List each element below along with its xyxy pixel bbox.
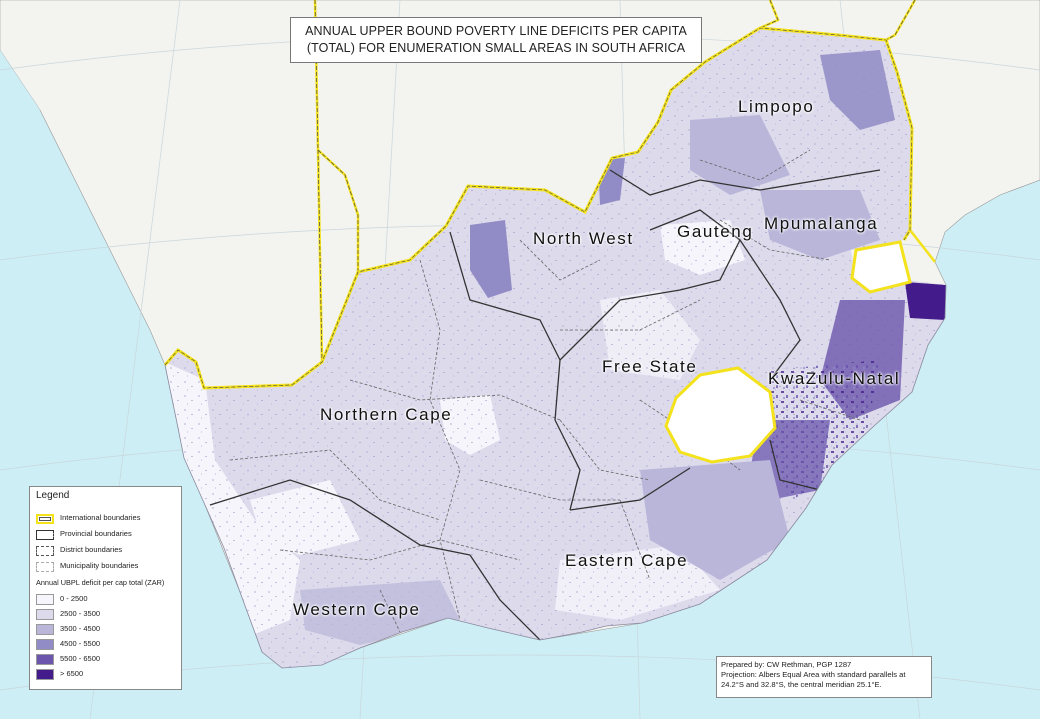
legend-row-district: District boundaries xyxy=(36,544,180,558)
legend-class-swatch xyxy=(36,624,54,635)
legend-row-provincial: Provincial boundaries xyxy=(36,528,180,542)
boundary-eastern-cape-free-state xyxy=(569,467,691,511)
province-label-limpopo: Limpopo xyxy=(738,97,815,116)
legend-label-international: International boundaries xyxy=(60,513,141,522)
legend-class-label: 2500 - 3500 xyxy=(60,609,101,618)
district-boundary-symbol xyxy=(36,546,54,556)
lesotho xyxy=(664,366,777,464)
provincial-boundaries xyxy=(209,169,881,641)
legend-class-row: > 6500 xyxy=(36,668,180,682)
province-label-kwazulu-natal: KwaZulu-Natal xyxy=(768,369,901,388)
boundary-north-west-free-state xyxy=(559,289,681,361)
international-boundary-symbol xyxy=(36,514,54,524)
legend-class-row: 4500 - 5500 xyxy=(36,638,180,652)
legend-class-label: 3500 - 4500 xyxy=(60,624,101,633)
map-title: ANNUAL UPPER BOUND POVERTY LINE DEFICITS… xyxy=(290,17,702,63)
legend-class-label: 0 - 2500 xyxy=(60,594,88,603)
province-label-free-state: Free State xyxy=(602,357,698,376)
legend-class-swatch xyxy=(36,639,54,650)
legend-class-row: 3500 - 4500 xyxy=(36,623,180,637)
south-africa-coastline xyxy=(164,284,947,669)
province-label-mpumalanga: Mpumalanga xyxy=(764,214,879,233)
region-limpopo-high xyxy=(820,50,895,130)
credits-parallels: 24.2°S and 32.8°S, the central meridian … xyxy=(721,680,882,689)
boundary-mpumalanga-free-state-kzn xyxy=(739,239,801,381)
south-africa-boundary-inner xyxy=(164,27,913,389)
legend-class-swatch xyxy=(36,669,54,680)
province-label-eastern-cape: Eastern Cape xyxy=(565,551,689,570)
region-eastern-cape-mid xyxy=(640,460,790,580)
boundary-kzn-eastern-cape xyxy=(769,439,821,491)
legend-class-label: > 6500 xyxy=(60,669,84,678)
province-label-northern-cape: Northern Cape xyxy=(320,405,453,424)
legend-label-municipality: Municipality boundaries xyxy=(60,561,139,570)
provincial-boundary-symbol xyxy=(36,530,54,540)
legend-class-label: 4500 - 5500 xyxy=(60,639,101,648)
region-north-west-high xyxy=(470,220,512,298)
credits-box: Prepared by: CW Rethman, PGP 1287 Projec… xyxy=(716,656,932,698)
legend: Legend International boundaries Provinci… xyxy=(29,486,182,690)
boundary-northern-cape-western-cape xyxy=(209,479,471,556)
boundary-limpopo-north-west xyxy=(609,169,881,196)
legend-class-swatch xyxy=(36,609,54,620)
province-label-gauteng: Gauteng xyxy=(677,222,754,241)
boundary-northern-cape-north-west xyxy=(449,231,561,421)
legend-row-international: International boundaries xyxy=(36,512,180,526)
eswatini xyxy=(850,240,912,294)
legend-label-provincial: Provincial boundaries xyxy=(60,529,132,538)
legend-class-row: 2500 - 3500 xyxy=(36,608,180,622)
map-title-line1: ANNUAL UPPER BOUND POVERTY LINE DEFICITS… xyxy=(305,24,687,38)
legend-row-municipality: Municipality boundaries xyxy=(36,560,180,574)
legend-label-district: District boundaries xyxy=(60,545,123,554)
credits-prepared-by: Prepared by: CW Rethman, PGP 1287 xyxy=(721,660,852,669)
province-label-north-west: North West xyxy=(533,229,634,248)
province-label-western-cape: Western Cape xyxy=(293,600,421,619)
map-title-line2: (TOTAL) FOR ENUMERATION SMALL AREAS IN S… xyxy=(306,41,686,55)
region-kzn-very-high xyxy=(905,282,946,320)
region-mpumalanga-mid xyxy=(760,190,880,260)
legend-class-row: 5500 - 6500 xyxy=(36,653,180,667)
legend-class-label: 5500 - 6500 xyxy=(60,654,101,663)
legend-class-swatch xyxy=(36,654,54,665)
legend-classes-title: Annual UBPL deficit per cap total (ZAR) xyxy=(36,578,165,587)
boundary-northern-cape-free-state xyxy=(554,419,581,511)
legend-class-swatch xyxy=(36,594,54,605)
legend-class-row: 0 - 2500 xyxy=(36,593,180,607)
legend-title: Legend xyxy=(36,490,70,501)
boundary-western-eastern-cape xyxy=(469,554,541,641)
credits-projection: Projection: Albers Equal Area with stand… xyxy=(721,670,906,679)
region-limpopo-mid xyxy=(690,115,790,195)
municipality-boundary-symbol xyxy=(36,562,54,572)
